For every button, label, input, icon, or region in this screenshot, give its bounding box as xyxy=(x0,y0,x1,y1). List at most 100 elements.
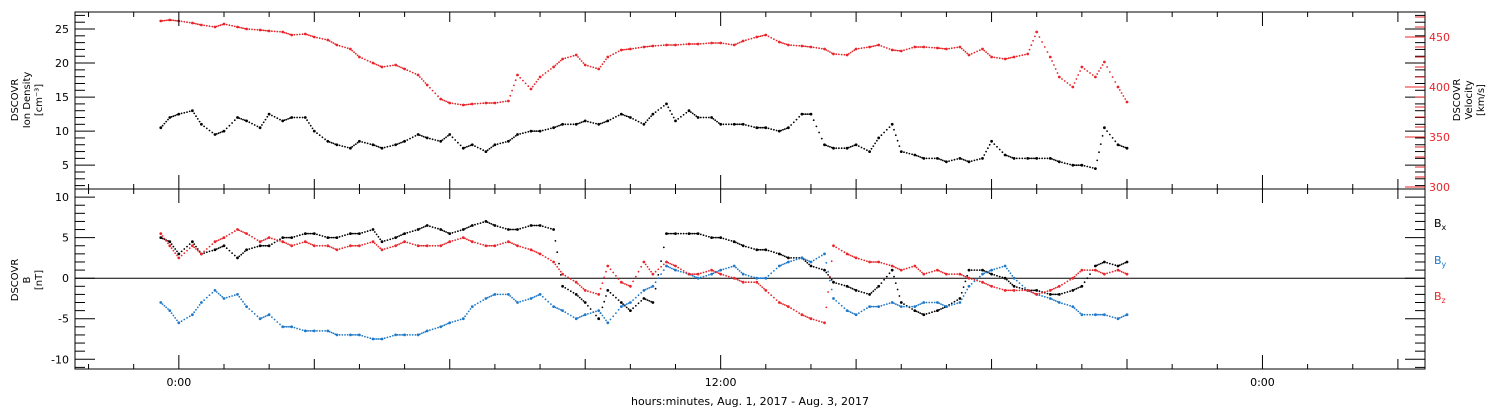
data-point xyxy=(245,248,249,252)
data-point xyxy=(1026,52,1030,56)
data-point-interp xyxy=(1054,287,1057,289)
data-point-interp xyxy=(293,33,296,36)
data-point-interp xyxy=(285,32,288,35)
data-point-interp xyxy=(264,118,267,121)
data-point xyxy=(868,45,871,49)
data-point-interp xyxy=(328,236,331,239)
data-point xyxy=(755,280,759,284)
data-point-interp xyxy=(242,300,244,303)
data-point xyxy=(484,220,488,223)
data-point-interp xyxy=(690,232,692,235)
data-point-interp xyxy=(672,232,675,235)
data-point-interp xyxy=(860,291,863,293)
data-point-interp xyxy=(344,145,346,148)
data-point-interp xyxy=(273,241,276,244)
data-point-interp xyxy=(1001,265,1004,268)
data-point-interp xyxy=(851,145,854,148)
data-point xyxy=(936,46,939,50)
data-point-interp xyxy=(504,141,507,143)
data-point-interp xyxy=(938,302,941,305)
data-point-interp xyxy=(1011,289,1014,292)
data-point-interp xyxy=(601,306,604,309)
data-point-interp xyxy=(161,19,164,22)
data-point-interp xyxy=(464,315,466,318)
data-point-interp xyxy=(379,247,382,250)
data-point-interp xyxy=(782,128,784,131)
data-point-interp xyxy=(599,65,602,68)
data-point-interp xyxy=(773,296,775,299)
data-point-interp xyxy=(941,307,944,310)
data-point xyxy=(159,232,163,236)
data-point xyxy=(371,228,375,231)
data-point-interp xyxy=(753,276,755,279)
data-point-interp xyxy=(577,122,579,125)
data-point xyxy=(1125,313,1129,317)
data-point-interp xyxy=(541,74,544,76)
data-point-interp xyxy=(953,46,956,49)
data-point-interp xyxy=(419,134,421,137)
data-point-interp xyxy=(289,325,291,328)
data-point-interp xyxy=(634,275,637,278)
data-point xyxy=(507,228,510,231)
data-point-interp xyxy=(248,234,251,237)
data-point-interp xyxy=(893,265,895,268)
data-point-interp xyxy=(605,295,607,297)
data-point-interp xyxy=(925,157,928,160)
data-point xyxy=(606,55,610,59)
data-point xyxy=(349,47,352,51)
data-point-interp xyxy=(876,261,878,263)
data-point xyxy=(1003,276,1007,280)
data-point-interp xyxy=(346,334,349,336)
data-point xyxy=(213,248,217,252)
data-point xyxy=(312,35,316,39)
data-point-interp xyxy=(496,101,499,104)
data-point-interp xyxy=(730,276,733,279)
data-point-interp xyxy=(1098,263,1100,266)
data-point xyxy=(425,244,429,248)
data-point xyxy=(674,119,677,123)
data-point xyxy=(651,112,655,116)
data-point-interp xyxy=(524,247,527,250)
data-point-interp xyxy=(567,123,569,126)
data-point-interp xyxy=(599,312,602,314)
data-point-interp xyxy=(840,53,843,56)
data-point-interp xyxy=(770,36,773,39)
data-point xyxy=(191,240,194,244)
data-point-interp xyxy=(211,25,214,28)
data-point xyxy=(809,260,813,264)
data-point-interp xyxy=(988,270,991,272)
data-point xyxy=(303,116,307,119)
data-point xyxy=(561,309,564,312)
data-point xyxy=(741,122,745,126)
data-point-interp xyxy=(582,62,585,64)
data-point-interp xyxy=(486,102,489,104)
data-point-interp xyxy=(338,235,341,238)
data-point-interp xyxy=(338,44,341,47)
data-point xyxy=(258,240,262,244)
data-point-interp xyxy=(514,135,517,137)
data-point-interp xyxy=(714,119,717,122)
data-point xyxy=(787,305,790,308)
data-point xyxy=(403,67,406,71)
data-point-interp xyxy=(509,228,512,231)
data-point xyxy=(403,232,406,236)
data-point-interp xyxy=(217,24,220,27)
data-point xyxy=(552,126,555,130)
data-point-interp xyxy=(183,248,186,250)
data-point-interp xyxy=(208,129,211,132)
data-point-interp xyxy=(612,294,615,297)
data-point xyxy=(958,297,962,300)
data-point-interp xyxy=(373,231,376,233)
data-point-interp xyxy=(400,234,402,237)
data-point-interp xyxy=(527,248,530,250)
data-point-interp xyxy=(309,243,312,246)
data-point-interp xyxy=(650,115,652,118)
data-point xyxy=(868,293,871,296)
data-point-interp xyxy=(1063,162,1066,165)
data-point-interp xyxy=(589,121,592,124)
data-point-interp xyxy=(356,54,359,57)
data-point-interp xyxy=(960,291,963,294)
data-point-interp xyxy=(301,329,304,331)
data-point xyxy=(222,244,226,248)
